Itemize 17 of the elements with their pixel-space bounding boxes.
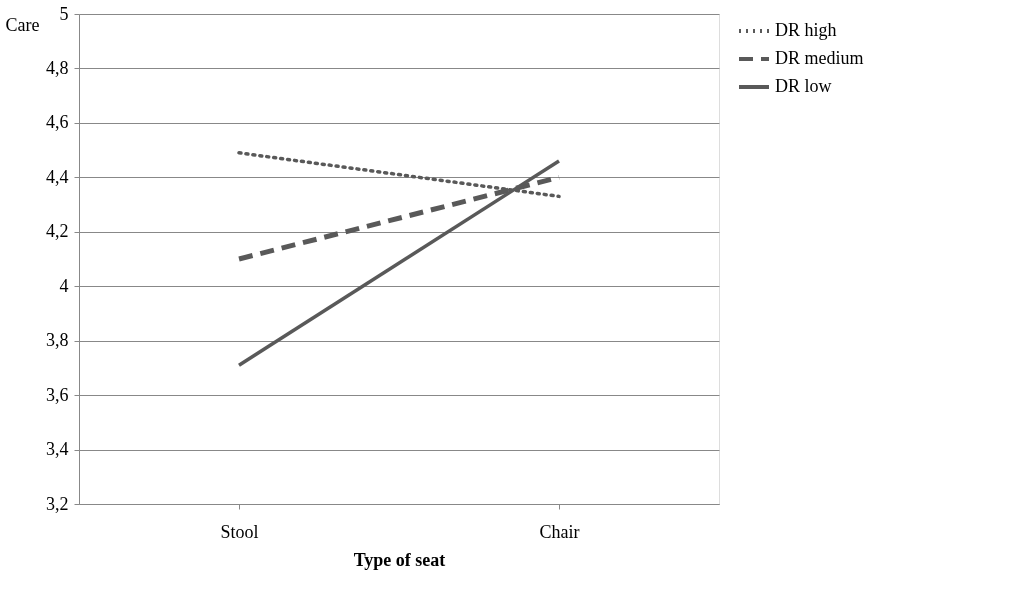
y-tick-label: 3,8 — [46, 330, 69, 351]
y-tick-label: 5 — [59, 3, 69, 24]
y-tick-label: 4,2 — [46, 221, 69, 242]
y-tick-label: 4 — [59, 275, 69, 296]
x-tick-label: Chair — [539, 521, 580, 542]
y-tick-label: 4,4 — [46, 166, 69, 187]
legend-label: DR high — [775, 20, 837, 40]
y-tick-label: 3,2 — [46, 493, 69, 514]
y-tick-label: 3,4 — [46, 439, 69, 460]
legend-label: DR low — [775, 76, 832, 96]
y-tick-label: 4,8 — [46, 57, 69, 78]
legend-label: DR medium — [775, 48, 864, 68]
y-tick-label: 4,6 — [46, 112, 69, 133]
y-axis-title: Care — [5, 14, 40, 35]
x-axis-title: Type of seat — [353, 549, 446, 570]
y-tick-label: 3,6 — [46, 384, 69, 405]
x-tick-label: Stool — [220, 521, 259, 542]
